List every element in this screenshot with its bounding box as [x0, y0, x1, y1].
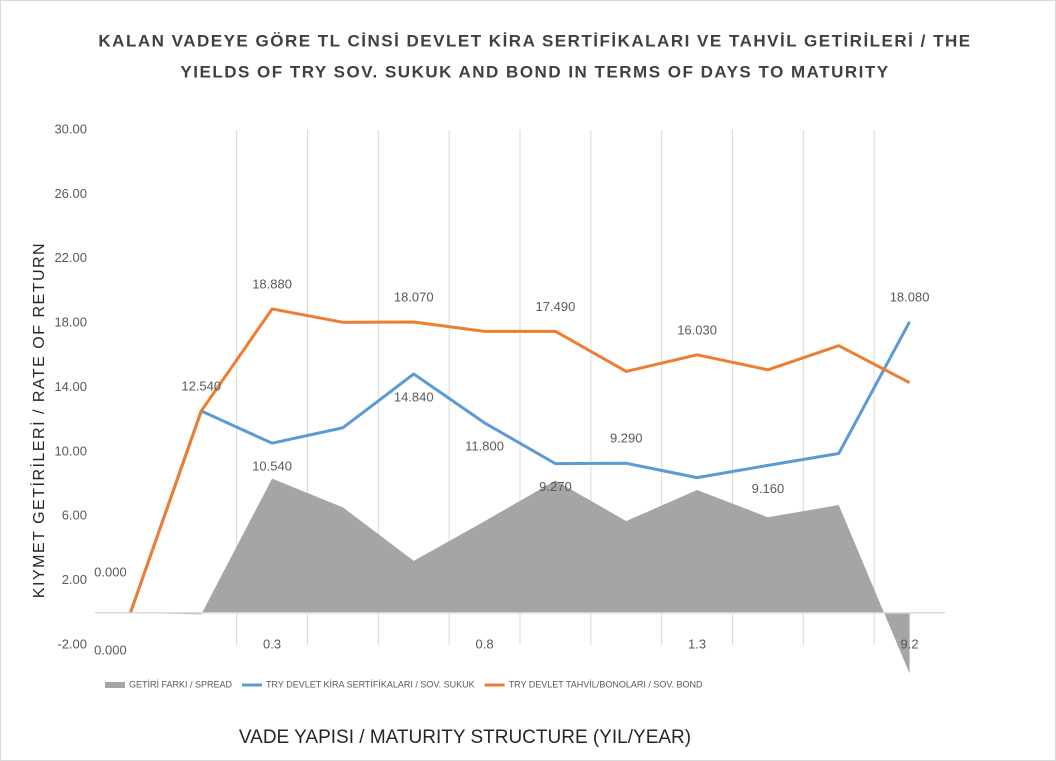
x-tick-label: 0.3 [263, 636, 281, 651]
data-label: 16.030 [677, 322, 717, 337]
legend-label: TRY DEVLET KİRA SERTİFİKALARI / SOV. SUK… [266, 679, 475, 689]
y-tick-label: -2.00 [57, 636, 87, 651]
data-label: 0.000 [94, 642, 127, 657]
x-tick-label: 1.3 [688, 636, 706, 651]
data-label: 9.270 [539, 479, 572, 494]
data-label: 9.290 [610, 431, 643, 446]
data-label: 12.540 [181, 378, 221, 393]
legend-label: TRY DEVLET TAHVİL/BONOLARI / SOV. BOND [509, 679, 703, 689]
chart-title: YIELDS OF TRY SOV. SUKUK AND BOND IN TER… [180, 62, 889, 81]
legend-swatch [105, 682, 125, 688]
chart-title: KALAN VADEYE GÖRE TL CİNSİ DEVLET KİRA S… [98, 31, 971, 50]
x-tick-label: 9.2 [901, 636, 919, 651]
x-axis-label: VADE YAPISI / MATURITY STRUCTURE (YIL/YE… [239, 727, 691, 748]
series-line [129, 321, 911, 614]
y-tick-label: 26.00 [54, 186, 87, 201]
y-tick-label: 30.00 [54, 121, 87, 136]
y-tick-label: 18.00 [54, 315, 87, 330]
y-tick-label: 2.00 [62, 572, 87, 587]
data-label: 18.880 [252, 276, 292, 291]
y-axis-label: KIYMET GETİRİLERİ / RATE OF RETURN [29, 242, 48, 598]
data-label: 11.800 [465, 438, 504, 453]
spread-area [130, 478, 910, 674]
data-label: 9.160 [752, 481, 785, 496]
y-tick-label: 6.00 [62, 508, 87, 523]
data-label: 10.540 [252, 459, 292, 474]
data-label: 0.000 [94, 564, 127, 579]
series-line [129, 307, 911, 614]
data-label: 14.840 [394, 389, 434, 404]
y-tick-label: 22.00 [54, 250, 87, 265]
data-label: 18.070 [394, 289, 434, 304]
legend-label: GETİRİ FARKI / SPREAD [129, 679, 233, 689]
y-tick-label: 14.00 [54, 379, 87, 394]
data-label: 17.490 [536, 299, 576, 314]
y-tick-label: 10.00 [54, 443, 87, 458]
data-label: 18.080 [890, 289, 930, 304]
x-tick-label: 0.8 [476, 636, 494, 651]
